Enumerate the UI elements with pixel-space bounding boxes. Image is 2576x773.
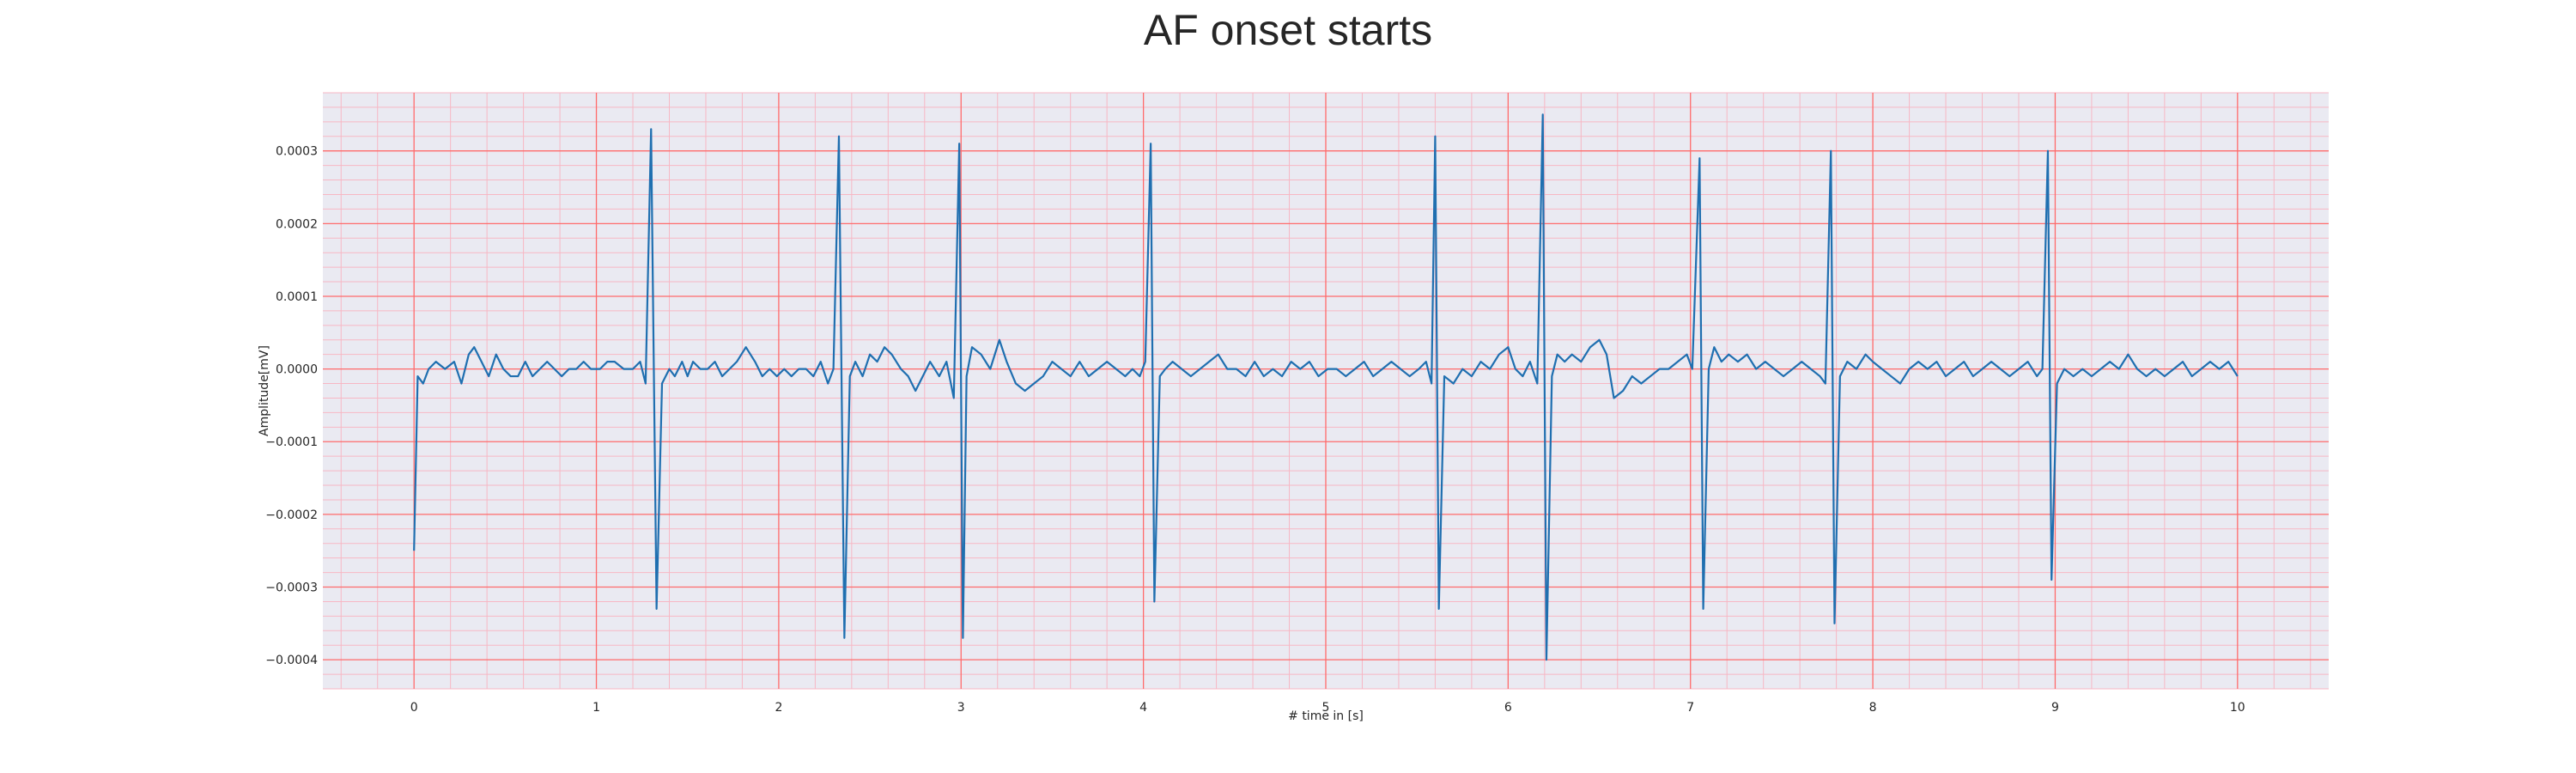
y-tick-label: −0.0002 xyxy=(265,508,318,522)
x-tick-label: 2 xyxy=(775,701,782,715)
ecg-series-line xyxy=(413,113,2239,661)
y-tick-label: 0.0002 xyxy=(276,217,318,231)
x-tick-label: 6 xyxy=(1504,701,1512,715)
y-tick-label: −0.0001 xyxy=(265,435,318,449)
y-tick-label: −0.0003 xyxy=(265,581,318,595)
x-tick-labels: 0 1 2 3 4 5 6 7 8 9 10 xyxy=(410,701,2245,715)
y-tick-label: 0.0000 xyxy=(276,363,318,377)
x-tick-label: 4 xyxy=(1139,701,1147,715)
x-tick-label: 5 xyxy=(1322,701,1330,715)
y-tick-label: 0.0001 xyxy=(276,290,318,304)
y-tick-labels: 0.0003 0.0002 0.0001 0.0000 −0.0001 −0.0002 −0… xyxy=(265,145,318,667)
y-tick-label: −0.0004 xyxy=(265,654,318,667)
x-axis-label: # time in [s] xyxy=(1288,709,1364,723)
y-axis-label: Amplitude[mV] xyxy=(258,345,271,436)
x-tick-label: 8 xyxy=(1869,701,1877,715)
x-tick-label: 7 xyxy=(1686,701,1694,715)
y-tick-label: 0.0003 xyxy=(276,145,318,159)
x-tick-label: 0 xyxy=(410,701,418,715)
data-layer xyxy=(413,113,2239,661)
chart-title: AF onset starts xyxy=(1143,6,1433,54)
x-tick-label: 10 xyxy=(2230,701,2245,715)
x-tick-label: 3 xyxy=(957,701,965,715)
x-tick-label: 1 xyxy=(592,701,600,715)
x-tick-label: 9 xyxy=(2051,701,2059,715)
